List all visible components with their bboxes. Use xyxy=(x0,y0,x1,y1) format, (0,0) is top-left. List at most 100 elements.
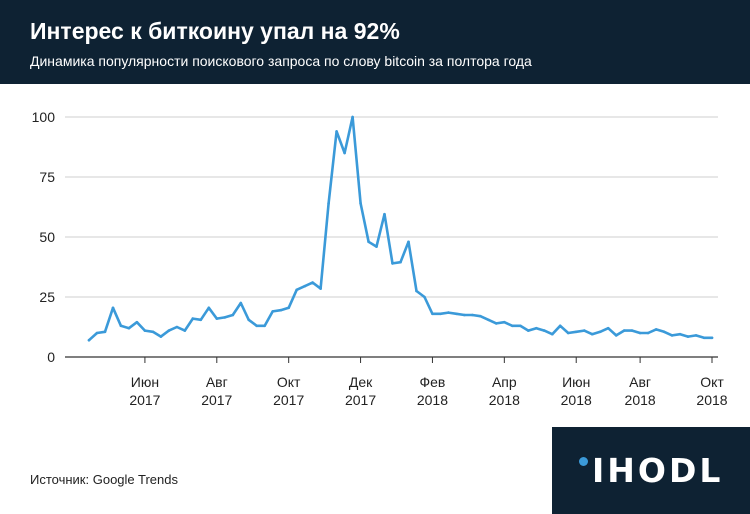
data-point xyxy=(335,130,338,133)
y-tick-label: 75 xyxy=(39,169,55,185)
data-point xyxy=(391,262,394,265)
data-point xyxy=(519,324,522,328)
data-point xyxy=(423,295,426,299)
source-note: Источник: Google Trends xyxy=(30,472,178,487)
data-point xyxy=(415,289,418,293)
data-point xyxy=(207,306,211,310)
y-tick-label: 50 xyxy=(39,229,55,245)
x-tick-label-year: 2018 xyxy=(489,392,520,408)
data-point xyxy=(503,320,506,324)
data-point xyxy=(407,240,410,244)
y-tick-label: 100 xyxy=(32,109,56,125)
data-point xyxy=(143,329,147,332)
x-axis-ticks: Июн 2017 Авг 2017 Окт 2017 Дек 2017 Фев 2018 Апр 20… xyxy=(129,357,728,408)
data-point xyxy=(710,336,714,340)
x-tick-label-month: Дек xyxy=(349,374,373,390)
data-point xyxy=(638,331,642,335)
y-tick-label: 25 xyxy=(39,289,55,305)
x-tick-label-year: 2018 xyxy=(696,392,727,408)
data-point xyxy=(255,324,258,328)
data-point xyxy=(447,311,450,314)
data-point xyxy=(183,329,187,332)
data-point xyxy=(367,240,370,244)
x-tick-label-year: 2018 xyxy=(625,392,656,408)
data-point xyxy=(151,330,155,334)
data-point xyxy=(247,318,250,322)
data-point xyxy=(622,329,626,332)
data-point xyxy=(566,331,570,335)
data-point xyxy=(694,334,698,337)
data-point xyxy=(543,329,546,332)
header-banner: Интерес к биткоину упал на 92% Динамика … xyxy=(0,0,750,84)
data-point xyxy=(359,202,362,205)
y-tick-label: 0 xyxy=(47,349,55,365)
data-point xyxy=(535,326,538,330)
data-point xyxy=(311,281,314,284)
y-axis-ticks: 0 25 50 75 100 xyxy=(32,109,56,365)
line-chart: 0 25 50 75 100 Июн 2017 Авг 2017 Окт 2017 Дек 2017 Ф… xyxy=(32,109,728,408)
data-point xyxy=(471,313,474,317)
data-point xyxy=(598,330,602,334)
data-point xyxy=(487,318,490,322)
logo-wordmark: IHODL xyxy=(592,451,724,490)
data-point xyxy=(399,260,402,264)
data-point xyxy=(646,331,650,335)
data-point xyxy=(606,326,610,330)
data-point xyxy=(103,330,107,334)
data-point xyxy=(383,212,386,216)
grid-lines xyxy=(65,116,718,358)
x-tick-label-month: Окт xyxy=(277,374,301,390)
data-point xyxy=(375,245,378,248)
data-point xyxy=(351,115,354,119)
x-tick-label-year: 2018 xyxy=(417,392,448,408)
data-point xyxy=(175,325,179,329)
data-point xyxy=(479,314,482,318)
x-tick-label-year: 2018 xyxy=(561,392,592,408)
data-point xyxy=(678,332,682,336)
data-point xyxy=(654,328,658,331)
data-point xyxy=(231,313,235,317)
data-point xyxy=(319,287,322,290)
data-point xyxy=(590,332,594,336)
x-tick-label-month: Фев xyxy=(420,374,446,390)
series-layer xyxy=(87,115,714,342)
brand-logo: IHODL xyxy=(552,427,750,514)
logo-dot-icon xyxy=(579,457,588,466)
data-point xyxy=(551,332,554,336)
data-point xyxy=(670,334,674,337)
data-point xyxy=(223,316,227,319)
data-point xyxy=(558,324,562,328)
data-point xyxy=(95,331,99,335)
data-point xyxy=(343,151,346,155)
x-tick-label-year: 2017 xyxy=(345,392,376,408)
data-point xyxy=(239,301,243,305)
data-point xyxy=(662,330,666,334)
data-point xyxy=(582,329,586,332)
data-point xyxy=(119,324,123,328)
x-tick-label-month: Окт xyxy=(700,374,724,390)
x-tick-label-month: Апр xyxy=(492,374,517,390)
x-tick-label-year: 2017 xyxy=(273,392,304,408)
x-tick-label-year: 2017 xyxy=(129,392,160,408)
data-point xyxy=(199,318,203,322)
x-tick-label-month: Июн xyxy=(562,374,590,390)
data-point xyxy=(303,284,307,288)
x-tick-label-month: Авг xyxy=(629,374,651,390)
data-point xyxy=(431,312,434,316)
data-point xyxy=(495,322,498,325)
data-point xyxy=(271,310,275,313)
data-point xyxy=(263,324,267,328)
data-point xyxy=(191,317,195,320)
data-point xyxy=(127,326,131,330)
data-point xyxy=(630,329,634,332)
series-line xyxy=(87,115,714,342)
data-point xyxy=(439,312,442,316)
data-point xyxy=(215,317,219,320)
data-point xyxy=(455,312,458,316)
data-point xyxy=(463,313,466,317)
data-point xyxy=(87,338,91,342)
data-point xyxy=(287,306,291,310)
data-point xyxy=(135,320,139,324)
data-point xyxy=(111,306,115,310)
data-point xyxy=(327,202,330,205)
